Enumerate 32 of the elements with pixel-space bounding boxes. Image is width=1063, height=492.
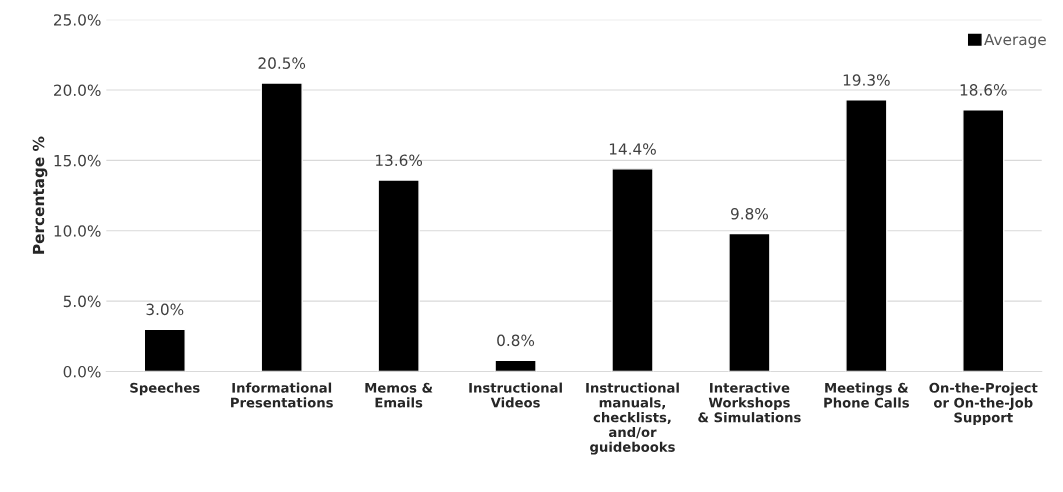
bar [260,82,303,372]
x-tick-label: Memos & Emails [365,382,433,408]
data-label: 9.8% [730,207,768,220]
x-tick-label: Interactive Workshops & Simulations [698,382,801,423]
x-tick-label: On-the-Project or On-the-Job Support [929,382,1038,425]
bar [611,168,654,372]
bar [494,359,537,372]
data-label: 14.4% [609,143,656,155]
y-tick-label: 10.0% [54,225,101,237]
data-label: 3.0% [146,303,184,316]
data-label: 13.6% [376,154,423,167]
bar [962,109,1005,372]
data-label: 0.8% [497,334,535,347]
y-axis-title: Percentage % [32,136,48,254]
x-tick-label: Informational Presentations [231,382,333,408]
x-tick-label: Meetings & Phone Calls [824,382,909,408]
y-tick-label: 20.0% [54,84,101,97]
bar [728,232,771,372]
data-label: 19.3% [843,74,890,86]
x-tick-label: Instructional Videos [469,382,562,408]
y-tick-label: 5.0% [63,295,101,308]
y-tick-label: 15.0% [54,154,101,167]
bar [143,328,186,372]
data-label: 20.5% [258,57,306,69]
data-label: 18.6% [960,84,1007,96]
y-tick-label: 25.0% [54,14,101,26]
legend-label: Average [984,33,1046,49]
x-tick-label: Instructional manuals, checklists, and/or guidebooks [586,382,679,455]
bar [377,179,420,372]
x-tick-label: Speeches [130,382,200,396]
y-tick-label: 0.0% [63,365,101,378]
bar [845,99,888,372]
